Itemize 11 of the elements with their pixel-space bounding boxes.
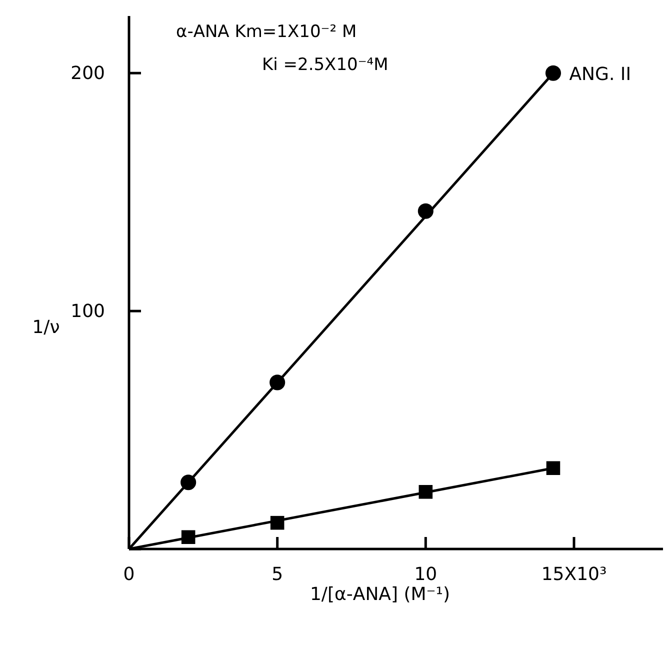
x-tick-label: 5: [272, 564, 284, 585]
y-tick-label: 100: [70, 300, 105, 322]
x-axis-title: 1/[α-ANA] (M⁻¹): [310, 584, 450, 605]
series-label: ANG. II: [569, 64, 632, 86]
x-tick-label: 15X10³: [541, 564, 607, 585]
y-axis-title: 1/ν: [32, 317, 60, 338]
y-tick-label: 200: [70, 62, 105, 84]
annotation: α-ANA Km=1X10⁻² M: [176, 22, 357, 42]
x-tick-label: 10: [414, 564, 438, 585]
x-tick-label: 0: [123, 564, 135, 585]
annotation: Ki =2.5X10⁻⁴M: [262, 55, 388, 75]
